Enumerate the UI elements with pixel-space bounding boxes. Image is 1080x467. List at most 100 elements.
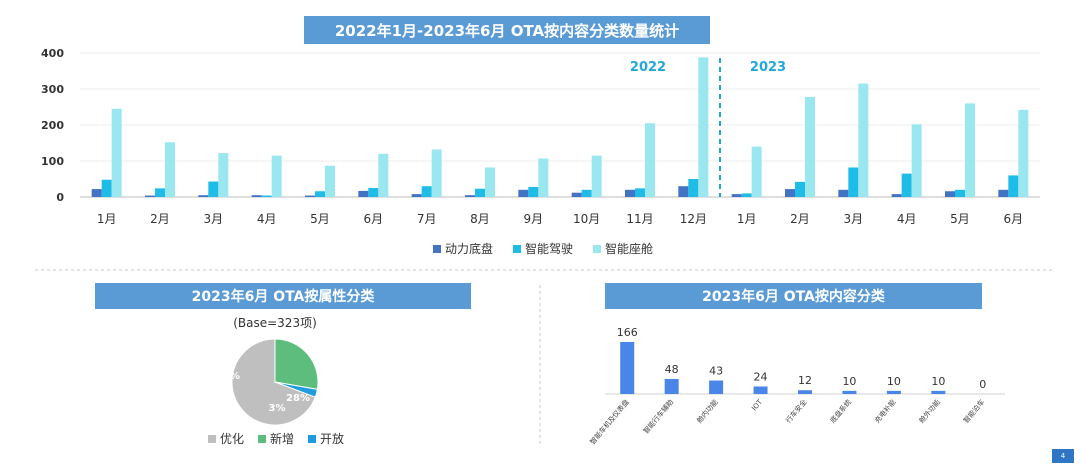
bar-动力底盘: [625, 189, 635, 197]
legend-label: 智能座舱: [605, 241, 653, 256]
content-bar: [664, 378, 679, 394]
x-tick-label: 舱内功能: [695, 398, 720, 425]
bar-智能座舱: [218, 153, 229, 197]
bar-动力底盘: [251, 195, 262, 197]
attribute-pie-chart: (Base=323项) 70% 28%3% 优化 新增 开放: [208, 316, 344, 446]
pie-slice-优化: [231, 338, 316, 426]
bar-智能座舱: [538, 158, 549, 197]
content-chart-title: 2023年6月 OTA按内容分类: [605, 283, 982, 309]
x-tick-label: 3月: [844, 212, 864, 226]
x-tick-label: 5月: [310, 212, 330, 226]
bar-智能驾驶: [368, 188, 379, 197]
content-bar: [753, 386, 768, 394]
x-tick-label: 行车安全: [784, 398, 809, 425]
bar-智能座舱: [911, 124, 922, 197]
x-tick-label: 3月: [204, 212, 224, 226]
bar-智能座舱: [431, 149, 442, 197]
bar-智能驾驶: [208, 181, 219, 197]
x-tick-label: 底盘系统: [828, 398, 853, 425]
bar-智能座舱: [271, 155, 282, 197]
bar-动力底盘: [945, 191, 955, 197]
bar-智能驾驶: [741, 193, 752, 197]
bar-智能驾驶: [581, 189, 592, 197]
x-tick-label: 4月: [897, 212, 917, 226]
pie-data-label: 28%: [286, 393, 310, 404]
bar-data-label: 24: [754, 370, 768, 383]
bar-智能座舱: [645, 123, 655, 197]
bar-data-label: 43: [709, 365, 723, 378]
bar-动力底盘: [465, 195, 475, 197]
content-bar: [798, 390, 812, 394]
bar-智能座舱: [1018, 109, 1029, 197]
bar-data-label: 10: [842, 375, 856, 388]
main-chart-title: 2022年1月-2023年6月 OTA按内容分类数量统计: [304, 16, 710, 44]
x-tick-label: 5月: [950, 212, 970, 226]
bar-动力底盘: [571, 192, 582, 197]
bar-智能驾驶: [1008, 175, 1019, 197]
pie-data-label: 70%: [216, 371, 240, 382]
bar-data-label: 10: [887, 375, 901, 388]
legend-label: 新增: [270, 431, 294, 446]
bar-动力底盘: [731, 194, 742, 197]
content-bar: [931, 390, 946, 394]
bar-动力底盘: [305, 195, 315, 197]
bar-智能座舱: [165, 142, 175, 197]
bar-动力底盘: [358, 190, 369, 197]
bar-动力底盘: [891, 194, 902, 197]
x-tick-label: 1月: [97, 212, 117, 226]
x-tick-label: 8月: [470, 212, 490, 226]
bar-动力底盘: [198, 195, 209, 197]
x-tick-label: 12月: [680, 212, 707, 226]
x-tick-label: 智能车机及仪表盘: [588, 398, 631, 447]
year-label-2022: 2022: [630, 60, 666, 75]
y-tick-label: 100: [41, 155, 64, 168]
x-tick-label: 11月: [626, 212, 653, 226]
y-tick-label: 0: [56, 191, 64, 204]
bar-智能驾驶: [475, 188, 485, 197]
x-tick-label: 6月: [364, 212, 384, 226]
content-bar: [620, 342, 635, 394]
content-bar: [842, 390, 857, 394]
x-tick-label: 1月: [737, 212, 757, 226]
bar-智能驾驶: [688, 179, 699, 197]
bar-动力底盘: [411, 194, 422, 197]
legend-label: 智能驾驶: [525, 241, 573, 256]
legend-label: 开放: [320, 431, 344, 446]
content-bar: [709, 380, 724, 394]
x-tick-label: 2月: [150, 212, 170, 226]
bar-智能驾驶: [421, 186, 432, 197]
legend-label: 优化: [220, 432, 244, 446]
x-tick-label: 4月: [257, 212, 277, 226]
bar-智能驾驶: [315, 191, 325, 197]
bar-智能座舱: [111, 108, 122, 197]
bar-动力底盘: [91, 189, 102, 197]
bar-data-label: 10: [931, 375, 945, 388]
pie-subtitle: (Base=323项): [233, 316, 317, 330]
x-tick-label: 7月: [417, 212, 437, 226]
bar-智能座舱: [751, 146, 762, 197]
legend-label: 动力底盘: [445, 241, 493, 256]
bar-智能驾驶: [848, 167, 859, 197]
x-tick-label: 智能泊车: [961, 398, 986, 425]
x-tick-label: IOT: [750, 398, 764, 413]
bar-data-label: 12: [798, 374, 812, 387]
bar-动力底盘: [998, 189, 1009, 197]
x-tick-label: 9月: [524, 212, 544, 226]
bar-智能驾驶: [528, 186, 539, 197]
pie-data-label: 3%: [269, 403, 286, 414]
bar-智能驾驶: [101, 179, 112, 197]
bar-动力底盘: [838, 189, 849, 197]
y-tick-label: 400: [41, 47, 64, 60]
y-tick-label: 300: [41, 83, 64, 96]
x-tick-label: 10月: [573, 212, 600, 226]
bar-动力底盘: [518, 189, 529, 197]
legend-swatch: [433, 245, 441, 253]
bar-data-label: 0: [979, 378, 986, 391]
monthly-ota-bar-chart: 0 100 200 300 400 1月 2月 3月 4月 5月 6月 7月 8月 9月 10月 11月 12月…: [41, 47, 1040, 256]
bar-智能驾驶: [635, 188, 645, 197]
bar-智能座舱: [591, 155, 602, 197]
bar-智能座舱: [858, 83, 869, 197]
legend-swatch: [208, 435, 216, 443]
bar-动力底盘: [678, 186, 689, 197]
